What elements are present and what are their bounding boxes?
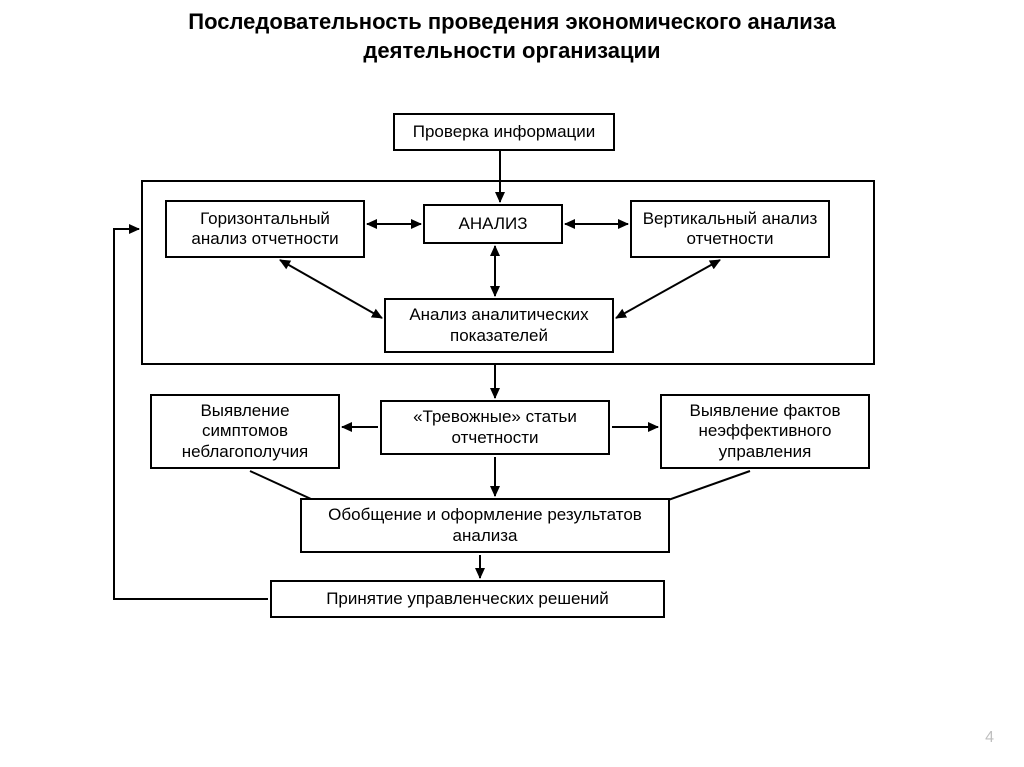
page-number: 4 <box>985 729 994 747</box>
flowchart-canvas: Проверка информации Горизонтальный анали… <box>0 0 1024 767</box>
label-alarming: «Тревожные» статьи отчетности <box>390 407 600 448</box>
label-decisions: Принятие управленческих решений <box>326 589 609 609</box>
node-indicators: Анализ аналитических показателей <box>384 298 614 353</box>
label-indicators: Анализ аналитических показателей <box>394 305 604 346</box>
label-symptoms: Выявление симптомов неблагополучия <box>160 401 330 462</box>
node-horizontal: Горизонтальный анализ отчетности <box>165 200 365 258</box>
node-check-info: Проверка информации <box>393 113 615 151</box>
node-analysis: АНАЛИЗ <box>423 204 563 244</box>
node-summary: Обобщение и оформление результатов анали… <box>300 498 670 553</box>
node-alarming: «Тревожные» статьи отчетности <box>380 400 610 455</box>
node-symptoms: Выявление симптомов неблагополучия <box>150 394 340 469</box>
node-decisions: Принятие управленческих решений <box>270 580 665 618</box>
label-summary: Обобщение и оформление результатов анали… <box>310 505 660 546</box>
label-analysis: АНАЛИЗ <box>459 214 528 234</box>
node-facts: Выявление фактов неэффективного управлен… <box>660 394 870 469</box>
label-horizontal: Горизонтальный анализ отчетности <box>175 209 355 250</box>
label-facts: Выявление фактов неэффективного управлен… <box>670 401 860 462</box>
label-vertical: Вертикальный анализ отчетности <box>640 209 820 250</box>
node-vertical: Вертикальный анализ отчетности <box>630 200 830 258</box>
label-check-info: Проверка информации <box>413 122 596 142</box>
